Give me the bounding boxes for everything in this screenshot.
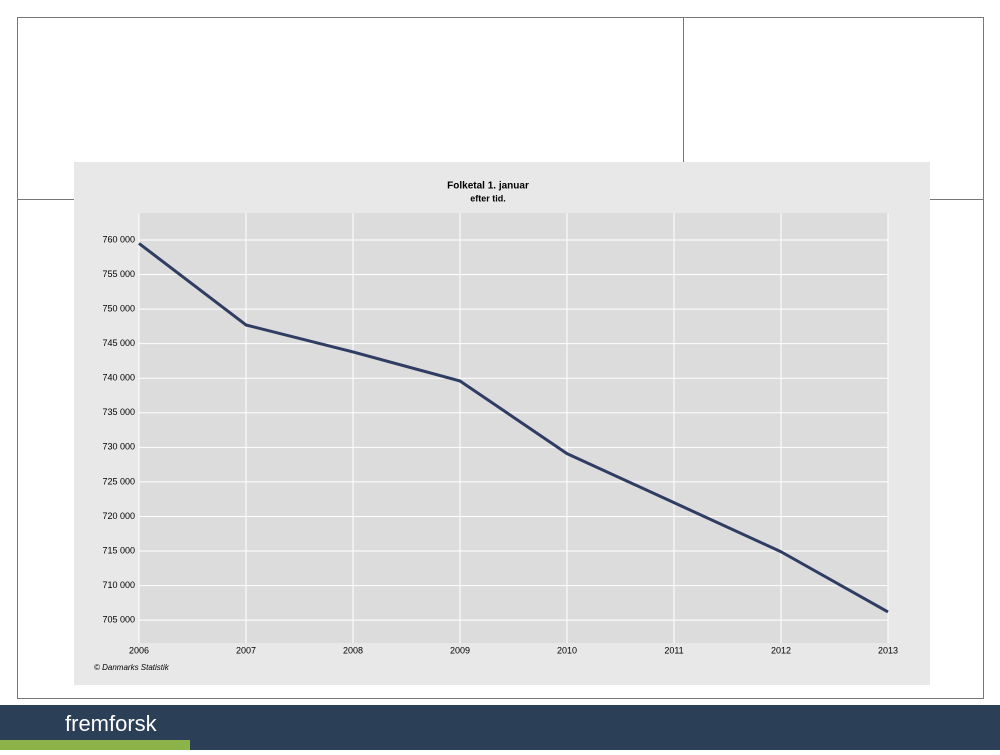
y-tick-label: 755 000 — [102, 269, 135, 279]
marks — [138, 242, 889, 614]
x-tick-label: 2012 — [771, 645, 791, 655]
y-tick-label: 720 000 — [102, 511, 135, 521]
y-tick-label: 705 000 — [102, 615, 135, 625]
grid: 705 000 710 000 715 000 720 000 725 000 730 0… — [102, 213, 898, 655]
y-tick-label: 735 000 — [102, 407, 135, 417]
brand: fremforsk — [65, 711, 158, 736]
chart-source: © Danmarks Statistik — [94, 663, 170, 672]
y-tick-label: 750 000 — [102, 303, 135, 313]
y-tick-label: 725 000 — [102, 476, 135, 486]
y-tick-label: 715 000 — [102, 545, 135, 555]
y-tick-label: 745 000 — [102, 338, 135, 348]
x-tick-label: 2013 — [878, 645, 898, 655]
y-tick-label: 740 000 — [102, 373, 135, 383]
y-tick-label: 710 000 — [102, 580, 135, 590]
x-tick-label: 2008 — [343, 645, 363, 655]
x-tick-label: 2007 — [236, 645, 256, 655]
x-tick-label: 2009 — [450, 645, 470, 655]
y-tick-label: 760 000 — [102, 234, 135, 244]
chart-title: Folketal 1. januar — [447, 181, 529, 192]
chart-subtitle: efter tid. — [470, 193, 506, 203]
x-tick-label: 2011 — [664, 645, 683, 655]
footer-accent — [0, 740, 190, 750]
x-tick-label: 2010 — [557, 645, 577, 655]
plot-area — [139, 213, 888, 643]
x-tick-label: 2006 — [129, 645, 149, 655]
slide-frame — [17, 17, 984, 699]
line-series — [138, 242, 889, 614]
y-tick-label: 730 000 — [102, 442, 135, 452]
